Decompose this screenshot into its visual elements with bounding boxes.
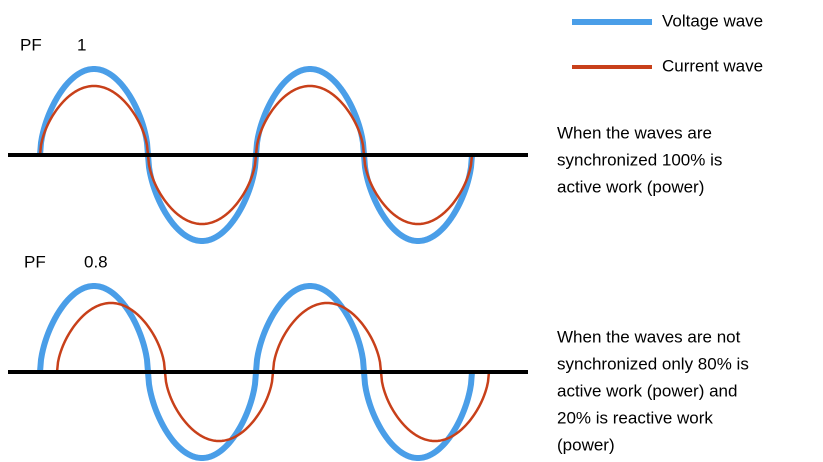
legend-label: Current wave bbox=[662, 56, 763, 75]
description-line: When the waves are not bbox=[557, 327, 741, 346]
pf-label: PF bbox=[24, 252, 46, 271]
description-line: When the waves are bbox=[557, 123, 712, 142]
description-line: (power) bbox=[557, 435, 615, 454]
legend-label: Voltage wave bbox=[662, 11, 763, 30]
pf-value: 0.8 bbox=[84, 252, 108, 271]
pf-label: PF bbox=[20, 35, 42, 54]
pf-value: 1 bbox=[77, 35, 86, 54]
description-line: active work (power) and bbox=[557, 381, 737, 400]
description-line: active work (power) bbox=[557, 177, 704, 196]
description-line: 20% is reactive work bbox=[557, 408, 713, 427]
description-line: synchronized only 80% is bbox=[557, 354, 749, 373]
description-line: synchronized 100% is bbox=[557, 150, 722, 169]
